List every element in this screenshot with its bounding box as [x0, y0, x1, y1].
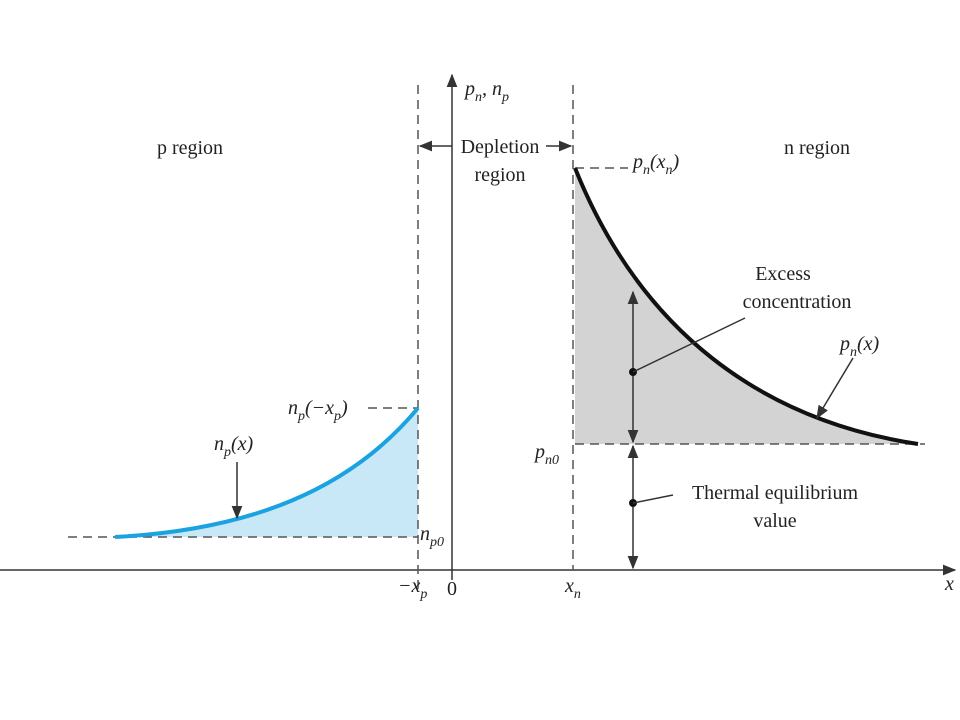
label-text: (x): [231, 433, 254, 455]
y-axis-label: pn, np: [463, 78, 509, 105]
label-text: ): [672, 151, 680, 173]
label-text: (x: [650, 151, 666, 173]
neg-xp-label: −xp: [398, 575, 427, 602]
subscript: p0: [429, 535, 444, 550]
excess-label: Excess: [755, 263, 811, 285]
subscript: n: [475, 90, 482, 105]
pn-curve: [573, 167, 919, 446]
subscript: p: [501, 90, 509, 105]
thermal-label: value: [753, 510, 796, 532]
label-text: (x): [857, 333, 880, 355]
n-region-label: n region: [784, 137, 850, 159]
origin-label: 0: [447, 578, 457, 600]
excess-leader: [632, 317, 746, 373]
subscript: p: [333, 409, 341, 424]
pn-pointer: [816, 357, 854, 420]
thermal-label: Thermal equilibrium: [692, 482, 859, 504]
np-x-label: np(x): [214, 433, 254, 460]
subscript: p: [223, 445, 231, 460]
np-curve: [114, 406, 420, 539]
subscript: n0: [545, 453, 559, 468]
label-text: p: [838, 333, 850, 355]
depletion-label: Depletion: [461, 136, 540, 158]
subscript: p: [419, 587, 427, 602]
subscript: n: [643, 163, 650, 178]
p-region: p region: [157, 137, 223, 159]
label-text: , n: [482, 78, 502, 100]
thermal-leader: [632, 494, 674, 504]
pn-xn-label: pn(xn): [631, 151, 680, 178]
subscript: p: [297, 409, 305, 424]
pn0-label: pn0: [533, 441, 559, 468]
excess-area-n: [575, 168, 918, 444]
subscript: n: [850, 345, 857, 360]
depletion-label: region: [474, 164, 525, 186]
np0-label: np0: [420, 523, 444, 550]
x-axis-label: x: [944, 573, 954, 595]
label-text: −x: [398, 575, 420, 597]
subscript: n: [574, 587, 581, 602]
label-text: ): [340, 397, 348, 419]
label-text: (−x: [305, 397, 334, 419]
xn-label: xn: [564, 575, 581, 602]
label-text: n: [214, 433, 224, 455]
pn-x-label: pn(x): [838, 333, 880, 360]
label-text: n: [420, 523, 430, 545]
np-neg-xp-label: np(−xp): [288, 397, 348, 424]
subscript: n: [666, 163, 673, 178]
shapes: [0, 73, 957, 590]
label-text: p: [631, 151, 643, 173]
label-text: p: [463, 78, 475, 100]
label-text: x: [564, 575, 574, 597]
label-text: n: [288, 397, 298, 419]
label-text: p: [533, 441, 545, 463]
excess-area-p: [115, 408, 418, 537]
excess-label: concentration: [743, 291, 852, 313]
